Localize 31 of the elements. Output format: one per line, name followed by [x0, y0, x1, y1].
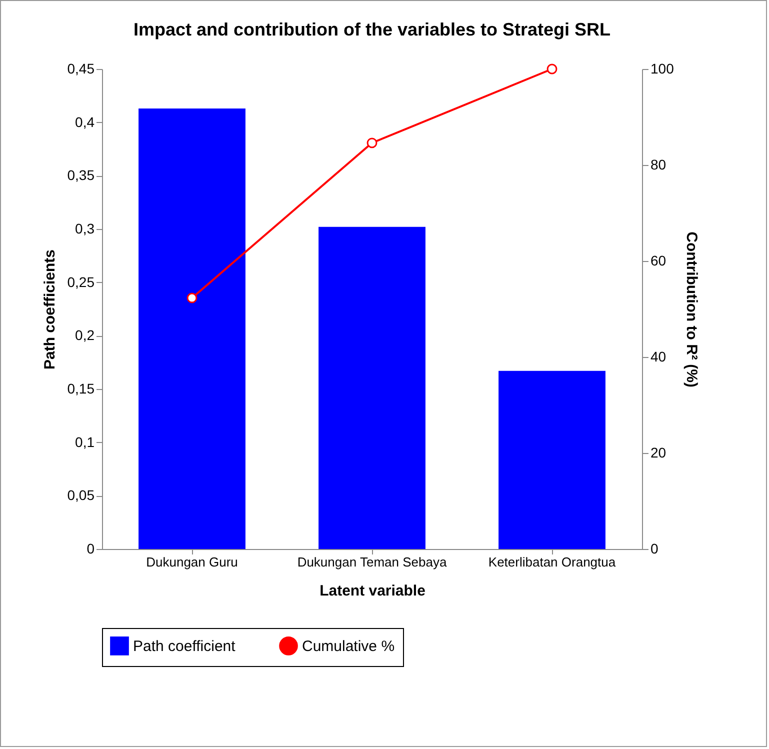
y-tick-label: 0,45 — [67, 60, 95, 76]
legend-label: Cumulative % — [302, 638, 395, 655]
y2-tick-label: 0 — [650, 540, 658, 556]
bar — [498, 370, 606, 549]
y-tick-label: 0,05 — [67, 487, 95, 504]
y-tick-label: 0,4 — [75, 114, 95, 130]
y-tick-label: 0,25 — [67, 274, 95, 290]
point — [186, 292, 198, 304]
point — [546, 64, 558, 74]
y2-tick-label: 60 — [650, 252, 666, 268]
x-tick-label: Dukungan Teman Sebaya — [297, 554, 448, 570]
y-tick-label: 0,1 — [75, 434, 95, 450]
y-tick-label: 0,3 — [75, 220, 95, 236]
point — [366, 138, 378, 148]
legend-label: Path coefficient — [133, 638, 236, 655]
y-axis-title: Path coefficients — [41, 249, 58, 370]
y-tick-label: 0 — [86, 540, 95, 556]
y2-tick-label: 20 — [650, 444, 666, 460]
bar — [318, 226, 426, 549]
x-axis-title: Latent variable — [320, 582, 426, 600]
y-tick-label: 0,2 — [75, 327, 95, 344]
x-tick-label: Dukungan Guru — [146, 554, 238, 570]
y2-tick-label: 100 — [650, 60, 674, 76]
y2-axis-title: Contribution to R² (%) — [682, 232, 700, 388]
y2-tick-label: 80 — [650, 156, 666, 172]
x-tick-label: Keterlibatan Orangtua — [488, 554, 616, 570]
y-tick-label: 0,15 — [67, 380, 95, 396]
y-tick-label: 0,35 — [67, 167, 95, 184]
y2-tick-label: 40 — [650, 348, 666, 364]
bar — [138, 108, 246, 549]
chart-title: Impact and contribution of the variables to Strategi SRL — [133, 20, 611, 40]
